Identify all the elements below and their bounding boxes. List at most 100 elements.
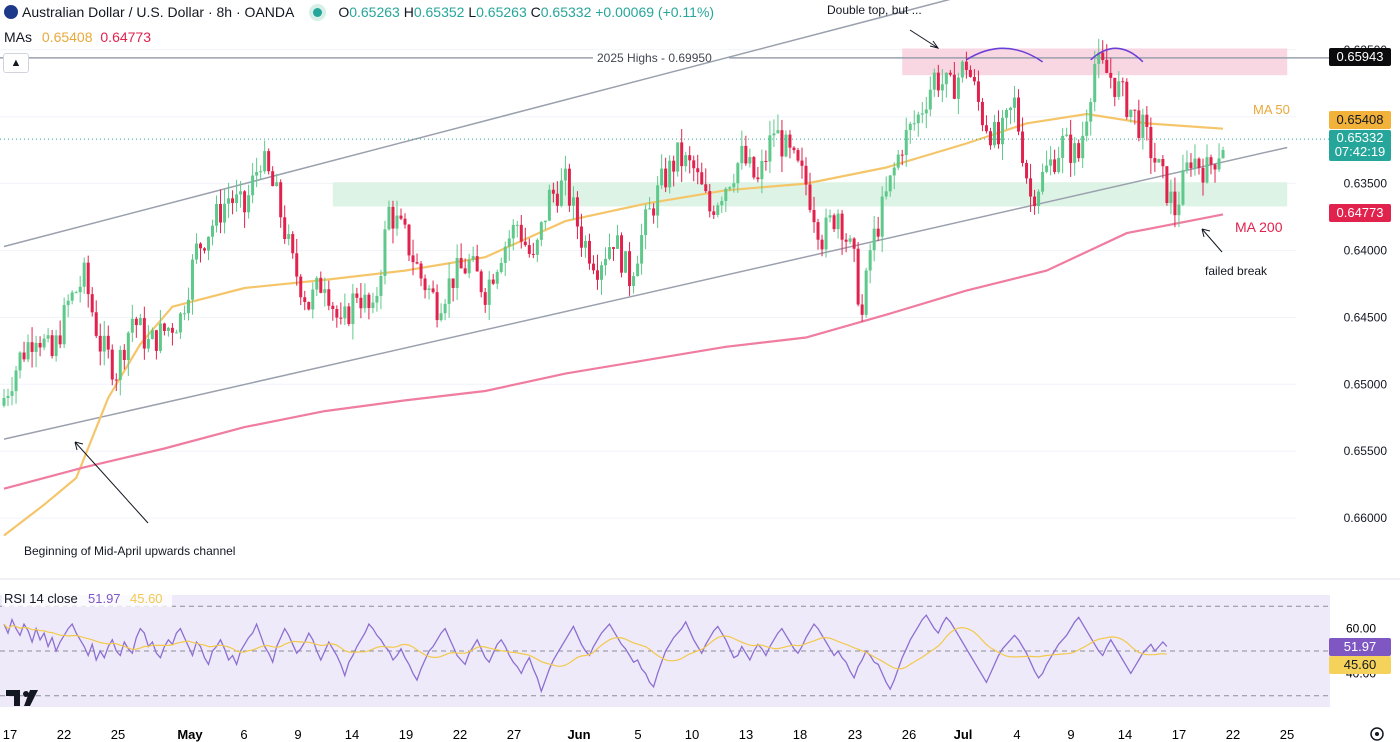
candle[interactable] [347, 303, 351, 327]
candle[interactable] [1185, 150, 1189, 174]
candle[interactable] [624, 250, 628, 274]
candle[interactable] [1005, 108, 1008, 130]
candle[interactable] [287, 224, 291, 246]
candle[interactable] [50, 329, 54, 359]
candle[interactable] [1057, 146, 1061, 174]
candle[interactable] [660, 154, 664, 190]
candle[interactable] [415, 253, 419, 265]
candle[interactable] [988, 127, 992, 150]
candle[interactable] [263, 140, 267, 174]
candle[interactable] [311, 282, 315, 319]
candle[interactable] [760, 149, 764, 194]
candle[interactable] [1033, 189, 1037, 215]
candle[interactable] [936, 64, 940, 98]
candle[interactable] [174, 329, 178, 334]
candle[interactable] [170, 323, 174, 346]
candle[interactable] [491, 273, 495, 286]
candle[interactable] [194, 233, 198, 264]
candle[interactable] [423, 274, 427, 299]
candle[interactable] [90, 287, 94, 317]
candle[interactable] [295, 238, 299, 286]
candle[interactable] [158, 309, 162, 354]
candle[interactable] [146, 325, 150, 353]
candle[interactable] [62, 297, 66, 349]
candle[interactable] [924, 96, 928, 129]
candle[interactable] [1021, 117, 1025, 167]
candle[interactable] [620, 232, 624, 278]
candle[interactable] [1009, 106, 1013, 125]
candle[interactable] [74, 290, 78, 294]
candle[interactable] [247, 184, 251, 219]
candle[interactable] [948, 69, 952, 77]
candle[interactable] [908, 121, 912, 144]
candle[interactable] [359, 283, 363, 319]
candle[interactable] [279, 179, 283, 228]
candle[interactable] [644, 204, 648, 250]
candle[interactable] [367, 292, 371, 320]
candle[interactable] [776, 114, 780, 134]
candle[interactable] [868, 243, 872, 284]
candle[interactable] [688, 146, 692, 174]
candle[interactable] [872, 215, 876, 262]
candle[interactable] [138, 313, 142, 326]
candle[interactable] [511, 219, 515, 251]
candle[interactable] [1037, 189, 1041, 214]
candle[interactable] [559, 168, 563, 208]
candle[interactable] [840, 209, 844, 255]
candle[interactable] [944, 72, 948, 98]
candle[interactable] [848, 235, 852, 245]
candle[interactable] [523, 227, 527, 247]
candle[interactable] [323, 277, 327, 307]
candle[interactable] [255, 157, 259, 188]
candle[interactable] [808, 172, 812, 213]
candle[interactable] [1209, 154, 1213, 175]
candle[interactable] [259, 165, 263, 180]
candle[interactable] [479, 269, 483, 298]
candle[interactable] [443, 298, 447, 321]
candle[interactable] [1113, 77, 1117, 107]
candle[interactable] [1013, 85, 1017, 123]
candle[interactable] [704, 168, 708, 193]
candle[interactable] [932, 68, 936, 97]
candle[interactable] [968, 65, 972, 78]
candle[interactable] [231, 190, 235, 215]
candle[interactable] [1161, 155, 1165, 179]
candle[interactable] [1049, 146, 1053, 176]
candle[interactable] [351, 284, 355, 340]
candle[interactable] [26, 334, 30, 363]
candle[interactable] [487, 271, 491, 321]
candle[interactable] [190, 254, 194, 315]
candle[interactable] [744, 135, 748, 166]
candle[interactable] [383, 220, 387, 285]
candle[interactable] [371, 292, 375, 314]
candle[interactable] [1069, 119, 1073, 177]
candle[interactable] [483, 288, 487, 313]
candle[interactable] [419, 261, 423, 287]
candle[interactable] [198, 242, 202, 263]
candle[interactable] [451, 278, 455, 302]
candle[interactable] [672, 155, 676, 187]
candle[interactable] [1125, 78, 1129, 120]
candle[interactable] [186, 287, 190, 321]
candle[interactable] [768, 120, 772, 174]
candle[interactable] [1133, 109, 1137, 125]
candle[interactable] [182, 305, 186, 321]
collapse-chevron-icon[interactable]: ▲ [3, 53, 29, 73]
candle[interactable] [836, 209, 840, 239]
candle[interactable] [203, 247, 206, 254]
candle[interactable] [58, 320, 62, 349]
candle[interactable] [219, 189, 223, 234]
candle[interactable] [860, 294, 864, 322]
candle[interactable] [1205, 144, 1209, 184]
candle[interactable] [235, 179, 239, 212]
settings-gear-icon[interactable] [1370, 727, 1384, 741]
candle[interactable] [992, 114, 996, 149]
candle[interactable] [507, 230, 511, 261]
candle[interactable] [331, 302, 335, 321]
candle[interactable] [70, 290, 74, 305]
candle[interactable] [856, 241, 860, 307]
candle[interactable] [134, 316, 138, 338]
candle[interactable] [543, 220, 547, 230]
candle[interactable] [251, 162, 255, 204]
